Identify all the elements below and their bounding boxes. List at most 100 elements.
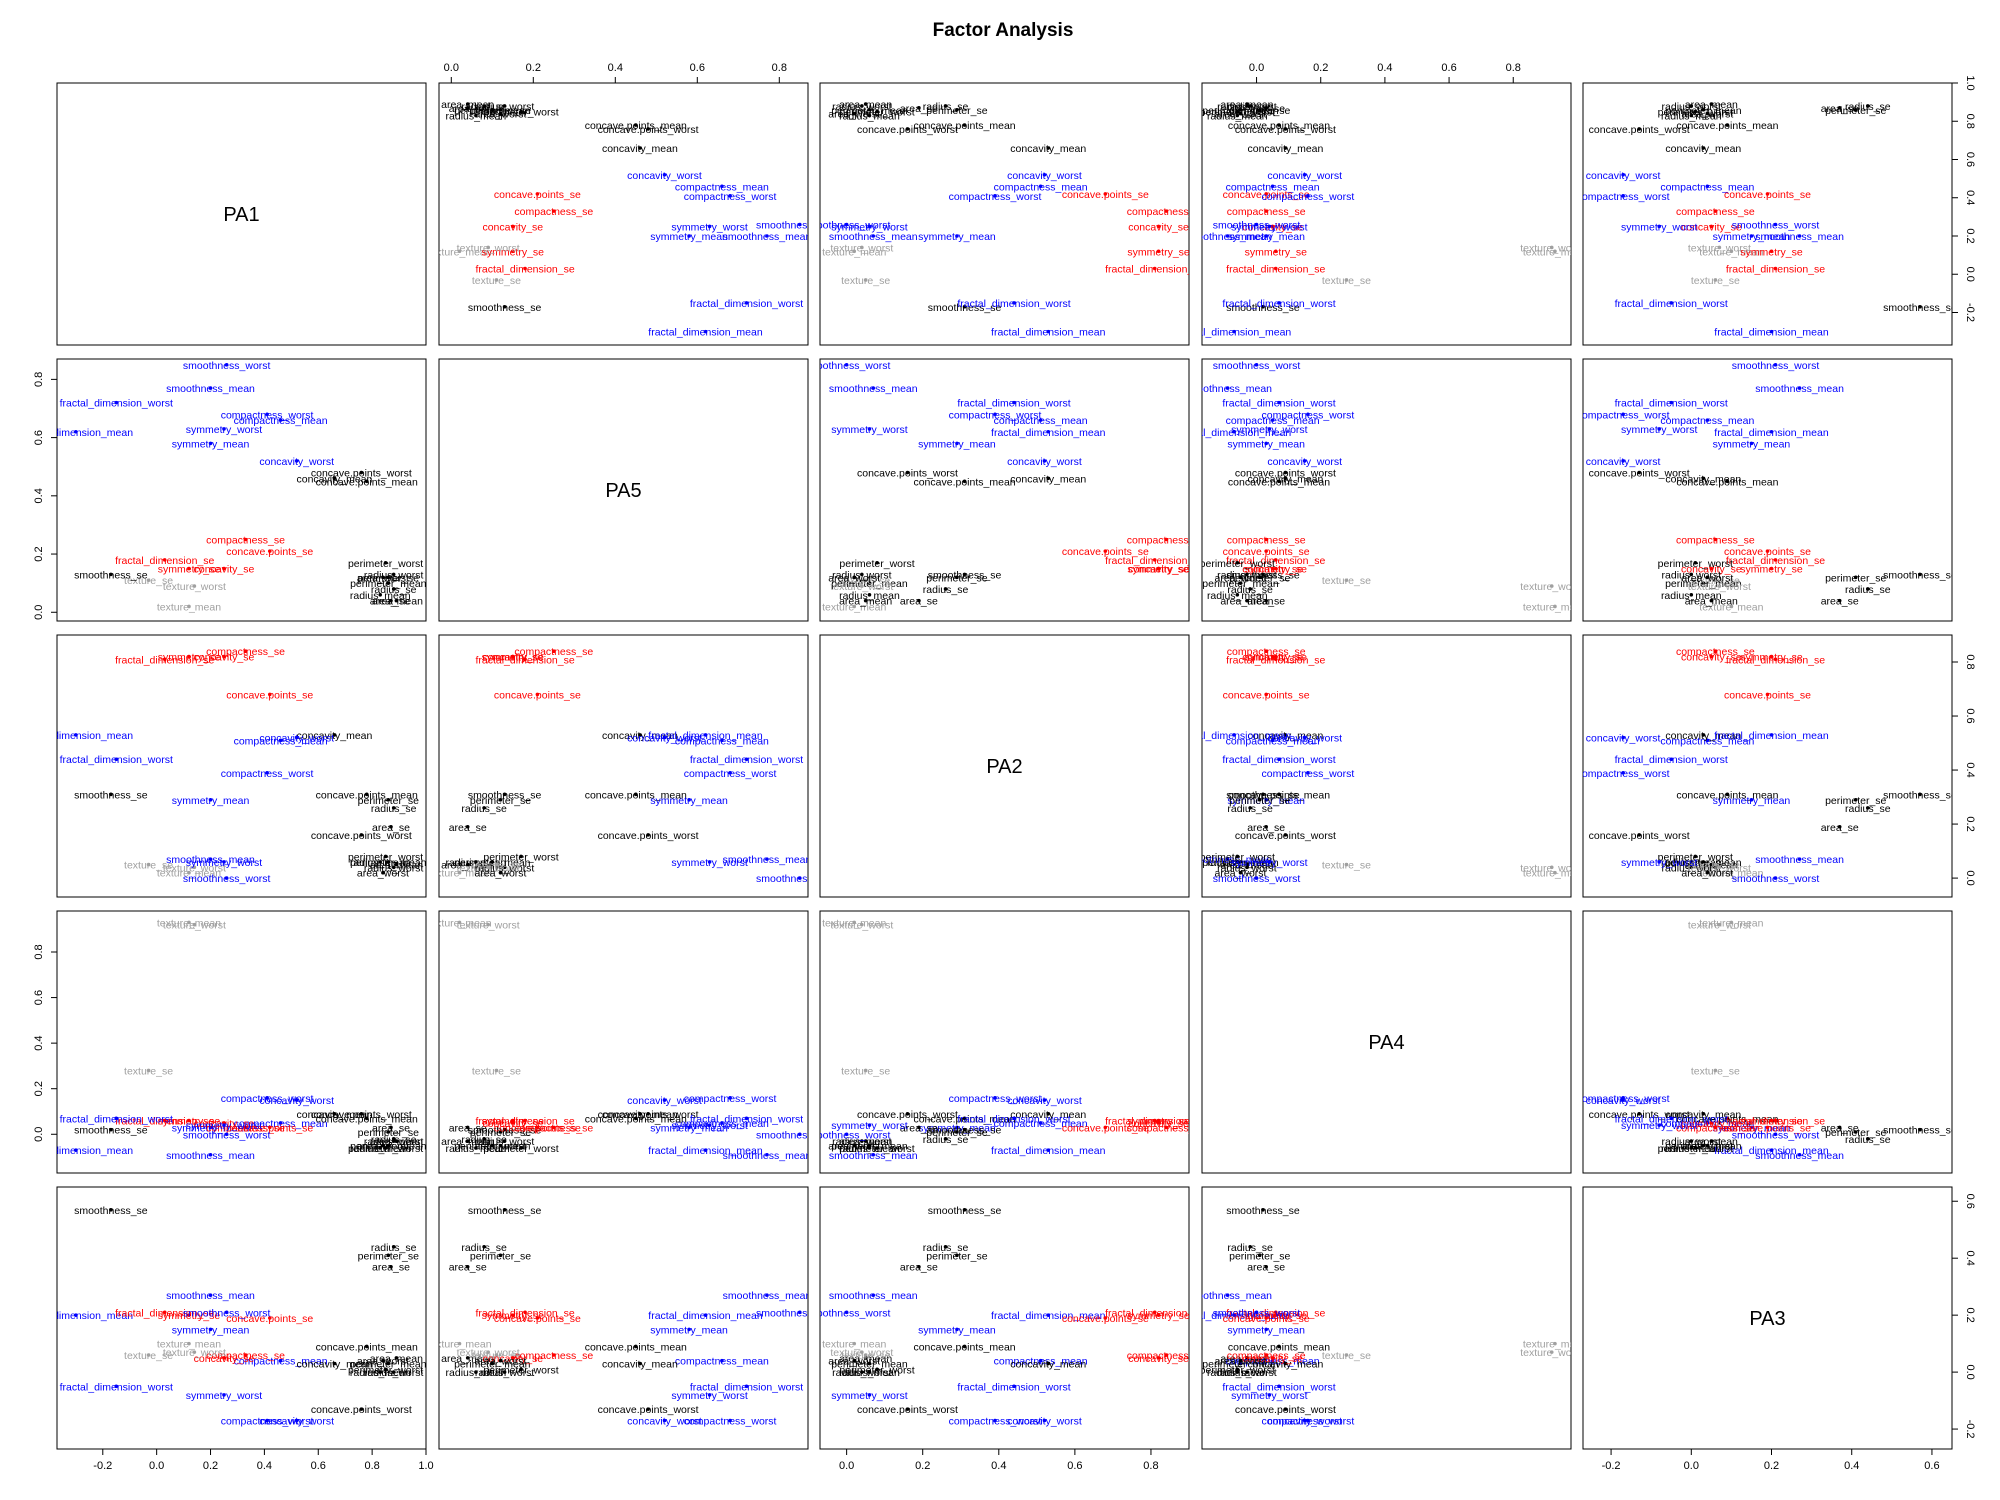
point-perimeter-se [1853,1130,1858,1134]
point-label-symmetry-se: symmetry_se [1127,1116,1190,1128]
point-compactness-mean [1270,418,1275,422]
x-tick-label: 0.8 [364,1460,379,1472]
point-compactness-worst [265,1418,269,1423]
point-fractal-dimension-mean [1046,329,1051,334]
point-area-mean [1709,598,1714,603]
point-label-symmetry-se: symmetry_se [482,246,545,258]
point-symmetry-mean [955,1327,959,1332]
point-label-perimeter-mean: perimeter_mean [350,857,427,869]
point-label-smoothness-se: smoothness_se [74,1205,148,1217]
point-area-mean [394,862,399,867]
point-label-fractal-dimension-se: fractal_dimension_se [115,555,214,567]
panel-pa1-vs-pa1: PA1 [56,82,427,346]
panel-border [1201,634,1572,898]
point-label-smoothness-mean: smoothness_mean [1755,854,1844,866]
point-label-perimeter-se: perimeter_se [358,795,419,807]
point-smoothness-worst [1773,876,1778,880]
point-label-texture-mean: texture_mean [822,601,886,613]
point-label-radius-mean: radius_mean [446,857,507,869]
point-label-concave-points-se: concave.points_se [494,689,581,701]
panel-border [819,910,1190,1174]
point-texture-worst [1717,584,1722,588]
point-area-se [1837,1125,1842,1130]
point-label-radius-mean: radius_mean [839,590,900,602]
point-perimeter-se [386,1253,391,1258]
point-concave-points-se [535,1125,540,1130]
point-area-mean [1709,102,1714,106]
point-compactness-se [243,649,248,654]
point-perimeter-worst [1235,854,1240,859]
point-texture-se [1344,578,1349,583]
point-label-texture-worst: texture_worst [163,862,226,874]
point-label-area-se: area_se [900,596,938,608]
point-compactness-mean [1705,184,1710,189]
point-label-compactness-se: compactness_se [206,1350,285,1362]
point-label-fractal-dimension-worst: fractal_dimension_worst [60,398,173,410]
point-label-compactness-mean: compactness_mean [234,415,328,427]
point-concavity-se [1156,1356,1161,1360]
point-label-compactness-mean: compactness_mean [675,735,769,747]
point-label-texture-se: texture_se [472,275,521,287]
point-label-area-mean: area_mean [441,99,494,111]
point-label-compactness-worst: compactness_worst [1577,191,1670,203]
point-label-fractal-dimension-se: fractal_dimension_se [475,1307,574,1319]
panel-pa2-vs-pa2: PA2 [819,634,1190,898]
point-label-concave-points-mean: concave.points_mean [1228,1341,1330,1353]
point-texture-worst [1717,922,1722,927]
panel-border [438,82,809,346]
point-label-compactness-worst: compactness_worst [221,1093,314,1105]
point-label-area-mean: area_mean [1220,596,1273,608]
point-label-fractal-dimension-worst: fractal_dimension_worst [1615,298,1728,310]
y-tick-label: 0.0 [33,605,45,620]
point-label-concavity-se: concavity_se [1128,1353,1189,1365]
point-concavity-mean [1701,1111,1706,1116]
point-label-concave-points-worst: concave.points_worst [1589,830,1690,842]
point-label-texture-se: texture_se [841,1350,890,1362]
point-fractal-dimension-worst [1277,301,1281,305]
point-label-concavity-se: concavity_se [194,652,255,664]
point-label-concavity-worst: concavity_worst [1267,733,1342,745]
point-concave-points-worst [905,470,910,475]
point-label-smoothness-worst: smoothness_worst [183,873,271,885]
point-label-concave-points-mean: concave.points_mean [585,120,687,132]
point-label-perimeter-mean: perimeter_mean [350,1359,427,1371]
point-area-mean [1245,598,1249,603]
point-label-compactness-mean: compactness_mean [234,735,328,747]
point-concavity-se [222,654,226,659]
point-compactness-worst [1306,412,1310,417]
point-label-area-se: area_se [449,822,487,834]
point-texture-se [146,862,151,867]
point-label-radius-worst: radius_worst [475,1136,535,1148]
point-concave-points-se [1264,549,1268,553]
point-label-fractal-dimension-mean: fractal_dimension_mean [648,730,763,742]
point-label-perimeter-se: perimeter_se [1229,572,1290,584]
point-label-concavity-mean: concavity_mean [602,143,678,155]
point-label-symmetry-mean: symmetry_mean [918,1324,996,1336]
point-label-concavity-se: concavity_se [1242,564,1303,576]
point-symmetry-mean [1264,1327,1268,1332]
point-label-symmetry-mean: symmetry_mean [172,1122,250,1134]
point-area-worst [1705,111,1710,116]
point-label-area-worst: area_worst [475,1141,527,1153]
point-concave-points-se [1103,1316,1108,1320]
panel-border [1582,910,1953,1174]
x-axis-bottom-pa1: -0.2 0.0 0.2 0.4 0.6 0.8 1.0 [93,1449,434,1472]
point-label-compactness-se: compactness_se [1227,646,1306,658]
y-tick-label: 0.2 [33,1081,45,1096]
point-label-concavity-mean: concavity_mean [296,1359,372,1371]
point-radius-se [1248,806,1252,810]
point-label-perimeter-worst: perimeter_worst [839,1364,914,1376]
point-label-symmetry-worst: symmetry_worst [1621,1120,1698,1132]
point-symmetry-mean [208,1125,213,1130]
point-concave-points-se [1765,549,1770,553]
point-label-texture-mean: texture_mean [157,1339,221,1351]
point-fractal-dimension-se [523,657,527,662]
point-label-concavity-se: concavity_se [482,1118,543,1130]
point-compactness-mean [720,184,724,189]
point-label-compactness-se: compactness_se [206,534,285,546]
point-label-concave-points-se: concave.points_se [1223,689,1310,701]
point-label-fractal-dimension-mean: fractal_dimension_mean [991,427,1106,439]
point-symmetry-worst [222,1123,226,1127]
point-label-smoothness-mean: smoothness_mean [166,383,255,395]
point-label-area-se: area_se [1247,1262,1285,1274]
